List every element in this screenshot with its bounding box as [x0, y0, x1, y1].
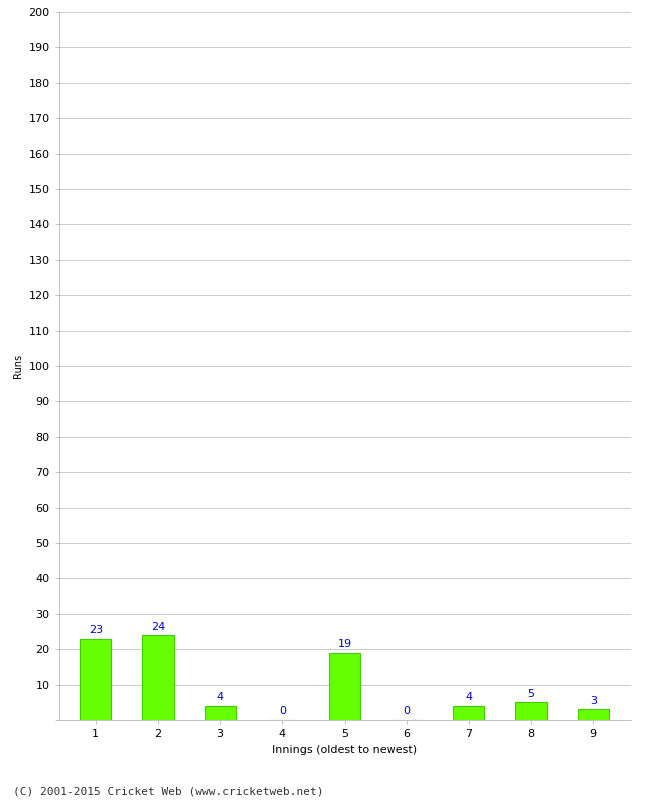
Text: 4: 4: [216, 692, 224, 702]
Text: 0: 0: [279, 706, 286, 717]
Bar: [515, 702, 547, 720]
Bar: [142, 635, 174, 720]
X-axis label: Innings (oldest to newest): Innings (oldest to newest): [272, 745, 417, 754]
Text: 23: 23: [89, 625, 103, 635]
Bar: [578, 710, 609, 720]
Bar: [205, 706, 236, 720]
Text: 19: 19: [337, 639, 352, 650]
Y-axis label: Runs: Runs: [13, 354, 23, 378]
Text: 5: 5: [528, 689, 534, 698]
Text: 0: 0: [403, 706, 410, 717]
Text: 3: 3: [590, 696, 597, 706]
Bar: [453, 706, 484, 720]
Bar: [80, 638, 111, 720]
Text: 24: 24: [151, 622, 165, 631]
Bar: [329, 653, 360, 720]
Text: (C) 2001-2015 Cricket Web (www.cricketweb.net): (C) 2001-2015 Cricket Web (www.cricketwe…: [13, 786, 324, 796]
Text: 4: 4: [465, 692, 473, 702]
